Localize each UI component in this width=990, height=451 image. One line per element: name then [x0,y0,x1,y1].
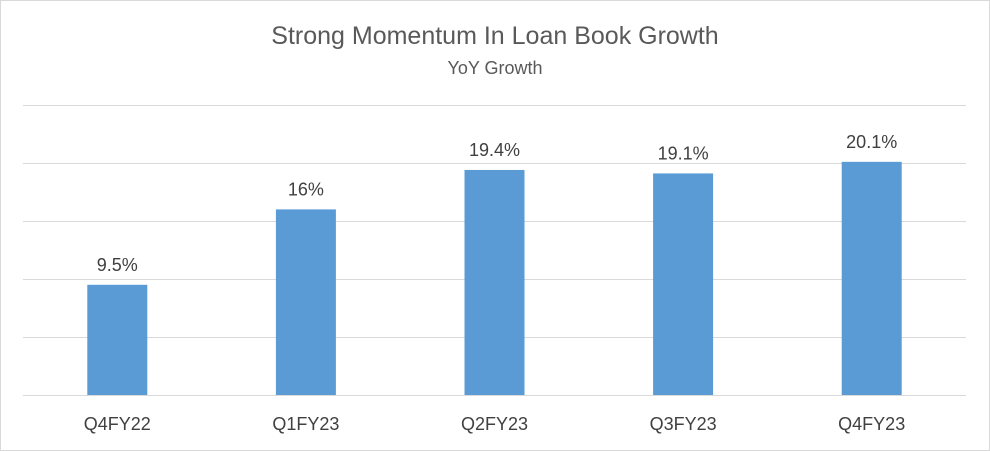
bar-q3fy23 [653,173,714,395]
bar-q1fy23 [275,209,336,395]
bars [87,161,902,395]
bar-q2fy23 [464,169,525,395]
data-labels: 9.5% 16% 19.4% 19.1% 20.1% [97,132,897,275]
category-label: Q1FY23 [272,414,339,434]
data-label: 16% [288,179,324,199]
chart-subtitle: YoY Growth [447,58,542,78]
category-label: Q3FY23 [650,414,717,434]
data-label: 9.5% [97,255,138,275]
category-label: Q4FY23 [838,414,905,434]
chart-title: Strong Momentum In Loan Book Growth [271,22,718,50]
category-label: Q2FY23 [461,414,528,434]
category-label: Q4FY22 [84,414,151,434]
category-axis: Q4FY22 Q1FY23 Q2FY23 Q3FY23 Q4FY23 [84,414,905,434]
bar-q4fy22 [87,284,148,395]
gridlines [23,105,966,396]
data-label: 19.4% [469,140,520,160]
data-label: 20.1% [846,132,897,152]
data-label: 19.1% [658,143,709,163]
bar-q4fy23 [841,161,902,395]
